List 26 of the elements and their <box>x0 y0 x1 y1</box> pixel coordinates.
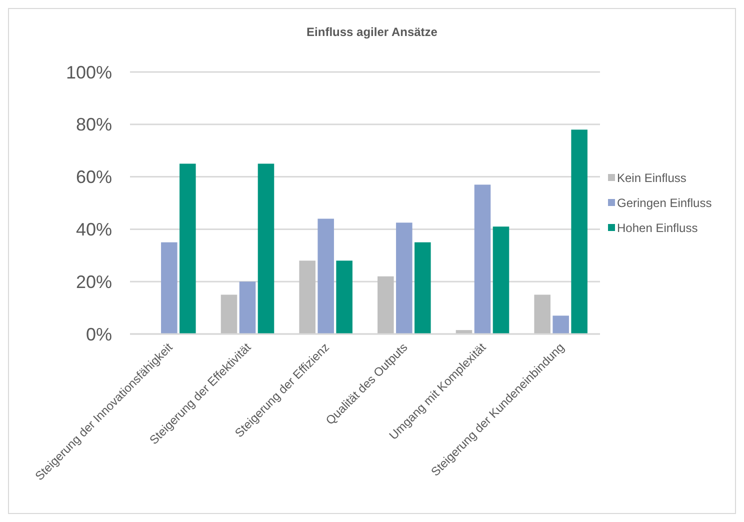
bar <box>220 294 238 334</box>
bar <box>378 276 394 334</box>
y-tick-label: 100% <box>66 62 112 82</box>
bar <box>534 294 550 334</box>
bar <box>396 222 412 334</box>
chart-title: Einfluss agiler Ansätze <box>306 25 438 39</box>
bar <box>180 164 196 334</box>
legend-label: Hohen Einfluss <box>617 221 698 236</box>
y-tick-label: 60% <box>76 167 112 188</box>
bar <box>552 316 569 334</box>
bar <box>299 260 316 334</box>
bar <box>258 164 274 334</box>
legend-label: Geringen Einfluss <box>617 196 712 210</box>
bar <box>492 226 510 334</box>
y-tick-label: 40% <box>76 220 112 240</box>
bar <box>318 218 334 334</box>
y-tick-label: 20% <box>76 272 112 292</box>
bar <box>414 242 431 334</box>
bar <box>161 242 178 334</box>
y-tick-label: 80% <box>76 114 112 135</box>
y-tick-label: 0% <box>86 324 112 344</box>
bar <box>239 282 256 334</box>
bar <box>474 184 491 334</box>
bar <box>336 260 352 334</box>
bar <box>571 130 588 334</box>
legend-label: Kein Einfluss <box>617 171 686 186</box>
